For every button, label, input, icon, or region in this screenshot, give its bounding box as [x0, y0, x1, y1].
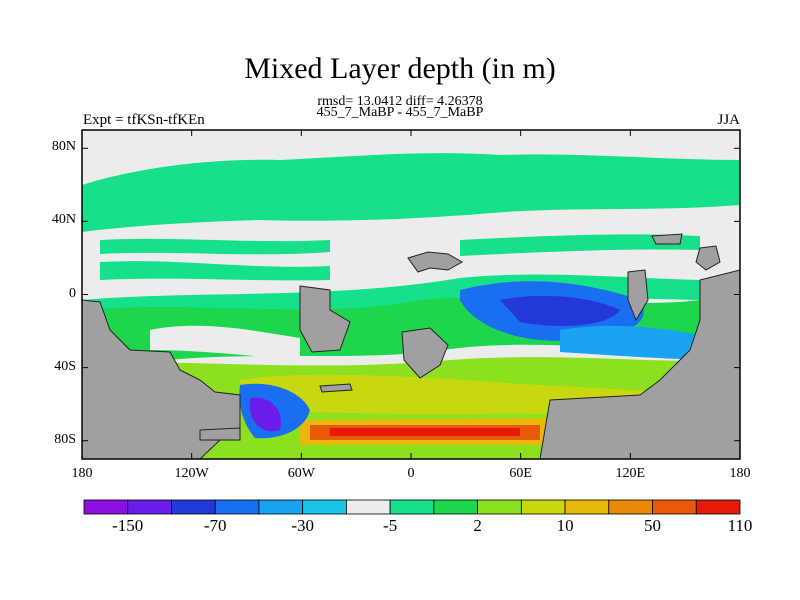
colorbar-label: 110: [727, 516, 753, 535]
colorbar-label: -5: [383, 516, 398, 535]
australia-antarctica-land: [539, 269, 740, 459]
colorbar-label: -150: [112, 516, 144, 535]
colorbar-swatch: [652, 499, 697, 515]
colorbar-label: -30: [291, 516, 314, 535]
lat-tick-label: 40N: [51, 212, 76, 228]
lat-tick-label: 0: [69, 285, 76, 301]
colorbar-swatch: [433, 499, 479, 515]
colorbar-label: 10: [556, 516, 574, 535]
colorbar-swatch: [477, 499, 522, 515]
lat-tick-label: 80S: [54, 431, 76, 447]
africa-land: [401, 327, 449, 379]
lon-tick-label: 0: [407, 466, 415, 481]
lat-tick-label: 80N: [51, 139, 76, 155]
colorbar: [83, 499, 741, 515]
colorbar-swatch: [171, 499, 216, 515]
colorbar-swatch: [695, 499, 741, 515]
colorbar-swatch: [345, 499, 391, 515]
axis-ticks: [81, 130, 741, 459]
central-america-land: [299, 285, 351, 353]
colorbar-swatch: [258, 499, 304, 515]
colorbar-swatch: [564, 499, 610, 515]
colorbar-label: 2: [473, 516, 482, 535]
figure-title: Mixed Layer depth (in m): [244, 52, 556, 85]
season-label: JJA: [717, 112, 740, 128]
subtitle: 455_7_MaBP - 455_7_MaBP: [316, 105, 484, 120]
lon-tick-label: 60W: [287, 466, 315, 481]
lon-tick-label: 120E: [615, 466, 646, 481]
colorbar-swatch: [127, 499, 172, 515]
colorbar-swatch: [389, 499, 435, 515]
colorbar-swatch: [302, 499, 347, 515]
colorbar-swatch: [520, 499, 566, 515]
north-band: [82, 153, 740, 232]
colorbar-swatch: [608, 499, 653, 515]
lon-tick-label: 180: [71, 466, 93, 481]
colorbar-swatch: [214, 499, 260, 515]
land-mask: [82, 233, 740, 459]
lon-tick-label: 120W: [174, 466, 209, 481]
colorbar-label: 50: [644, 516, 662, 535]
lat-tick-label: 40S: [54, 358, 76, 374]
lon-tick-label: 180: [729, 466, 751, 481]
se-asia-land: [627, 269, 649, 322]
lon-tick-label: 60E: [509, 466, 532, 481]
stats-line: rmsd= 13.0412 diff= 4.26378: [317, 94, 483, 109]
south-america-land: [82, 299, 241, 459]
colorbar-label: -70: [203, 516, 227, 535]
colorbar-swatch: [83, 499, 129, 515]
experiment-label: Expt = tfKSn-tfKEn: [83, 112, 205, 128]
mideast-land: [407, 251, 464, 273]
